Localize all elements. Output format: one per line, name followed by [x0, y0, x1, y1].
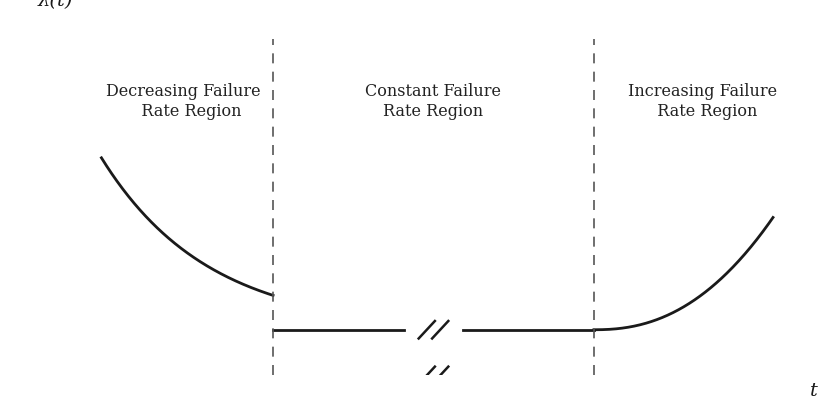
Text: Decreasing Failure
   Rate Region: Decreasing Failure Rate Region — [106, 83, 260, 120]
Text: λ(t): λ(t) — [38, 0, 74, 11]
Text: Constant Failure
Rate Region: Constant Failure Rate Region — [365, 83, 501, 120]
Text: t: t — [809, 382, 817, 400]
Text: Increasing Failure
  Rate Region: Increasing Failure Rate Region — [627, 83, 776, 120]
